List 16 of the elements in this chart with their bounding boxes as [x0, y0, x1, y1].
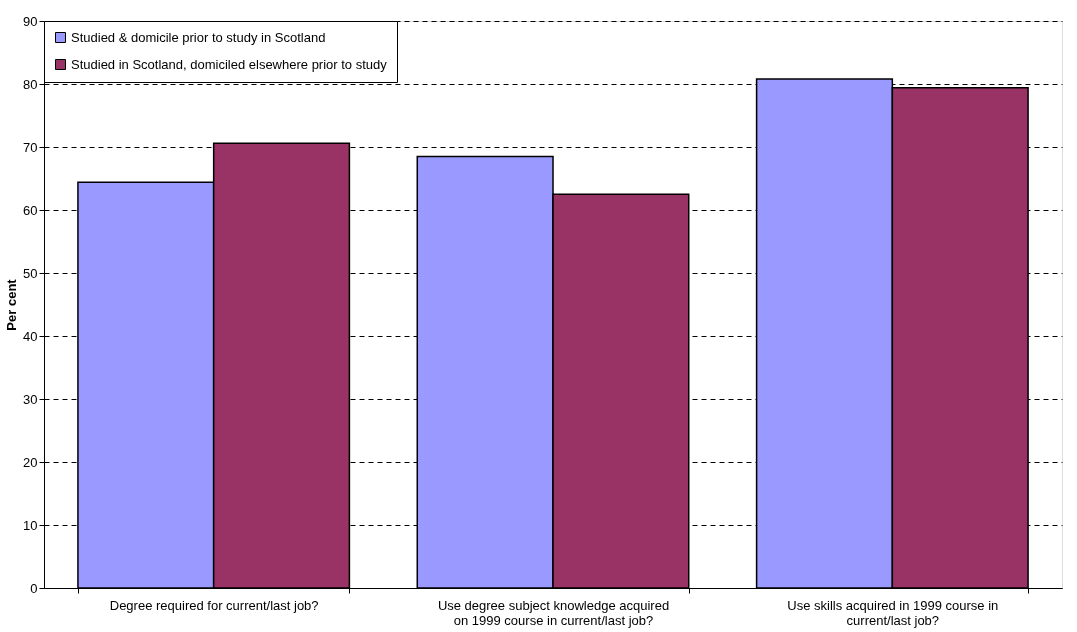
y-tick-label: 90: [23, 13, 38, 29]
x-tick-label: Use degree subject knowledge acquired on 1999 course in current/last job?: [437, 597, 670, 628]
x-tick-label: Use skills acquired in 1999 course in current/last job?: [787, 597, 999, 628]
legend-label: Studied in Scotland, domiciled elsewhere prior to study: [71, 56, 388, 72]
y-tick-label: 60: [23, 202, 38, 218]
y-tick-label: 40: [23, 328, 38, 344]
y-tick-label: 50: [23, 265, 38, 281]
x-tick-label: Degree required for current/last job?: [109, 597, 319, 613]
y-tick-label: 30: [23, 391, 38, 407]
y-axis-title: Per cent: [4, 278, 20, 331]
y-tick-label: 10: [23, 517, 38, 533]
y-tick-label: 80: [23, 76, 38, 92]
y-tick-label: 20: [23, 454, 38, 470]
legend-label: Studied & domicile prior to study in Scotland: [71, 29, 326, 45]
y-tick-label: 70: [23, 139, 38, 155]
y-tick-label: 0: [30, 580, 38, 596]
